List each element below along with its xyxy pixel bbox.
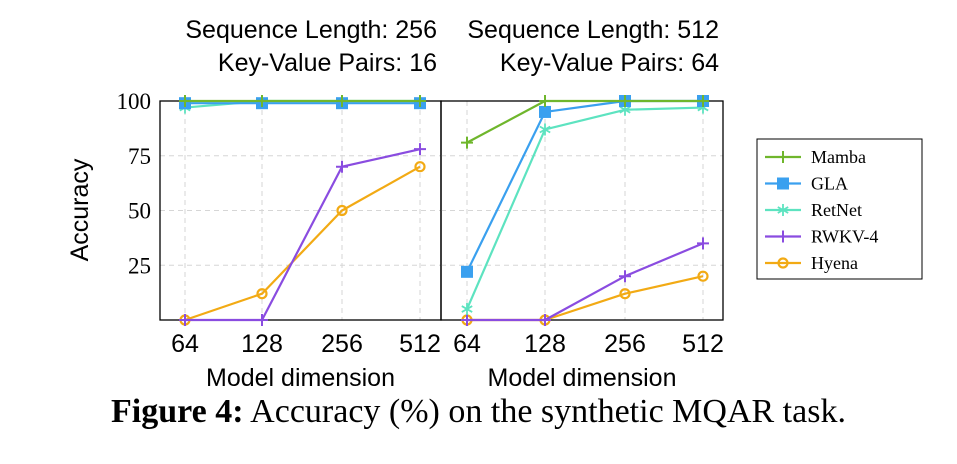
data-point [619, 270, 631, 283]
data-point [619, 288, 631, 300]
panel-title-line1: Sequence Length: 512 [467, 16, 719, 44]
legend-label: Hyena [811, 253, 858, 273]
legend: Mamba GLA RetNet RWKV-4 Hyena [756, 138, 923, 280]
series-line [466, 99, 703, 144]
series-retnet [461, 101, 709, 316]
x-axis-label: Model dimension [488, 364, 677, 392]
data-point [414, 95, 426, 107]
data-point [461, 136, 473, 149]
x-tick-label: 128 [524, 330, 566, 358]
y-tick-label: 75 [128, 144, 151, 169]
data-point [414, 161, 426, 173]
series-line [185, 148, 421, 322]
data-point [539, 123, 551, 136]
data-point [336, 160, 348, 173]
legend-item-mamba: Mamba [765, 147, 866, 167]
series-line [465, 106, 704, 310]
legend-marker [777, 257, 789, 269]
series-mamba [461, 95, 709, 149]
data-point [697, 95, 709, 107]
legend-label: Mamba [811, 147, 866, 167]
data-point [179, 314, 191, 326]
legend-label: GLA [811, 174, 848, 194]
data-point [336, 95, 348, 107]
x-tick-label: 64 [171, 330, 199, 358]
data-point [336, 204, 348, 217]
x-tick-label: 64 [453, 330, 481, 358]
series-rwkv-4 [461, 237, 709, 326]
y-tick-label: 100 [117, 89, 152, 114]
data-point [461, 265, 473, 278]
series-line [184, 165, 421, 322]
data-point [697, 237, 709, 250]
legend-marker [777, 230, 789, 243]
legend-item-gla: GLA [765, 174, 848, 194]
x-axis-label: Model dimension [206, 364, 395, 392]
series-rwkv-4 [179, 143, 426, 326]
data-point [539, 105, 551, 118]
x-tick-label: 512 [682, 330, 724, 358]
data-point [256, 95, 268, 107]
y-tick-label: 25 [128, 253, 151, 278]
series-gla [461, 95, 709, 278]
series-mamba [179, 95, 426, 107]
legend-marker [777, 204, 789, 216]
legend-item-retnet: RetNet [765, 200, 862, 220]
caption-text: Accuracy (%) on the synthetic MQAR task. [250, 393, 846, 430]
y-axis-label: Accuracy [66, 158, 94, 261]
series-line [466, 99, 703, 273]
x-tick-label: 512 [399, 330, 441, 358]
series-gla [179, 97, 426, 110]
figure-caption: Figure 4: Accuracy (%) on the synthetic … [0, 393, 957, 431]
data-point [619, 95, 631, 107]
data-point [461, 303, 473, 316]
data-point [461, 314, 473, 326]
legend-marker [777, 151, 789, 163]
data-point [256, 288, 268, 300]
legend-item-hyena: Hyena [765, 253, 858, 273]
data-point [539, 314, 551, 326]
panel-title-line1: Sequence Length: 256 [185, 16, 437, 44]
legend-item-rwkv-4: RWKV-4 [765, 227, 878, 247]
data-point [179, 95, 191, 107]
panel-title-line2: Key-Value Pairs: 16 [218, 49, 437, 77]
x-tick-label: 256 [604, 330, 646, 358]
series-line [467, 242, 704, 322]
data-point [539, 95, 551, 107]
legend-box [756, 138, 923, 280]
x-tick-label: 128 [241, 330, 283, 358]
data-point [256, 314, 268, 326]
legend-label: RWKV-4 [811, 227, 878, 247]
legend-marker [777, 177, 789, 190]
caption-label: Figure 4: [111, 393, 244, 430]
legend-label: RetNet [811, 200, 862, 220]
y-tick-label: 50 [128, 199, 151, 224]
data-point [697, 270, 709, 282]
data-point [414, 143, 426, 156]
panel-title-line2: Key-Value Pairs: 64 [500, 49, 719, 77]
x-tick-label: 256 [321, 330, 363, 358]
